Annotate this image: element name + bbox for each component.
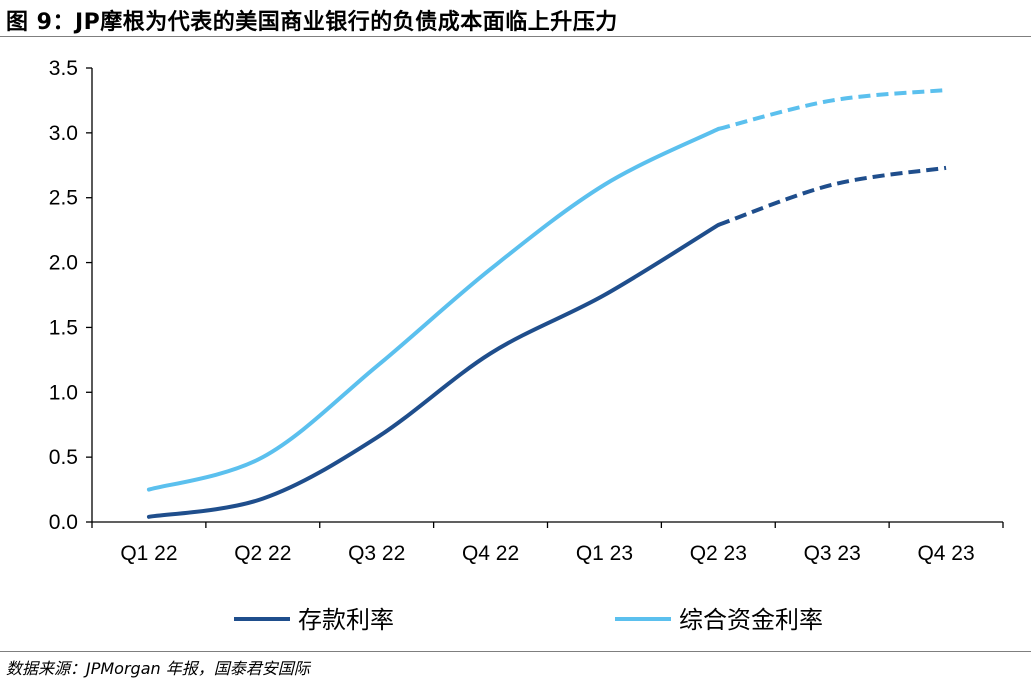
series-lines (146, 88, 947, 519)
x-axis: Q1 22 Q2 22 Q3 22 Q4 22 Q1 23 Q2 23 Q3 23 Q4 23 (91, 521, 1004, 565)
y-tick-label: 2.0 (49, 252, 78, 275)
x-tick-label: Q1 23 (576, 542, 633, 565)
x-tick-label: Q1 22 (120, 542, 177, 565)
x-tick-label: Q4 23 (917, 542, 974, 565)
legend-label: 综合资金利率 (679, 606, 823, 634)
x-tick-label: Q4 22 (462, 542, 519, 565)
x-tick-label: Q3 23 (804, 542, 861, 565)
series-line-actual (146, 222, 721, 519)
y-axis: 0.0 0.5 1.0 1.5 2.0 2.5 3.0 3.5 (49, 57, 93, 534)
y-tick-label: 1.5 (49, 316, 78, 339)
source-note: 数据来源：JPMorgan 年报，国泰君安国际 (6, 659, 310, 678)
x-tick-label: Q2 22 (234, 542, 291, 565)
y-tick-label: 1.0 (49, 381, 78, 404)
y-tick-label: 0.5 (49, 446, 78, 469)
footer-divider (0, 651, 1031, 652)
y-tick-label: 2.5 (49, 187, 78, 210)
series-line-actual (146, 126, 721, 492)
legend-label: 存款利率 (298, 606, 394, 634)
figure-title: 图 9：JP摩根为代表的美国商业银行的负债成本面临上升压力 (6, 10, 618, 35)
legend: 存款利率 综合资金利率 (234, 606, 823, 634)
y-tick-label: 0.0 (49, 511, 78, 534)
series-line-forecast (717, 88, 947, 131)
x-tick-label: Q3 22 (348, 542, 405, 565)
y-tick-label: 3.0 (49, 122, 78, 145)
line-chart: 0.0 0.5 1.0 1.5 2.0 2.5 3.0 3.5 Q1 22 Q2 22 Q3 22… (49, 57, 1004, 634)
series-line-forecast (717, 165, 947, 227)
y-tick-label: 3.5 (49, 57, 78, 80)
title-divider (0, 36, 1031, 37)
x-tick-label: Q2 23 (690, 542, 747, 565)
